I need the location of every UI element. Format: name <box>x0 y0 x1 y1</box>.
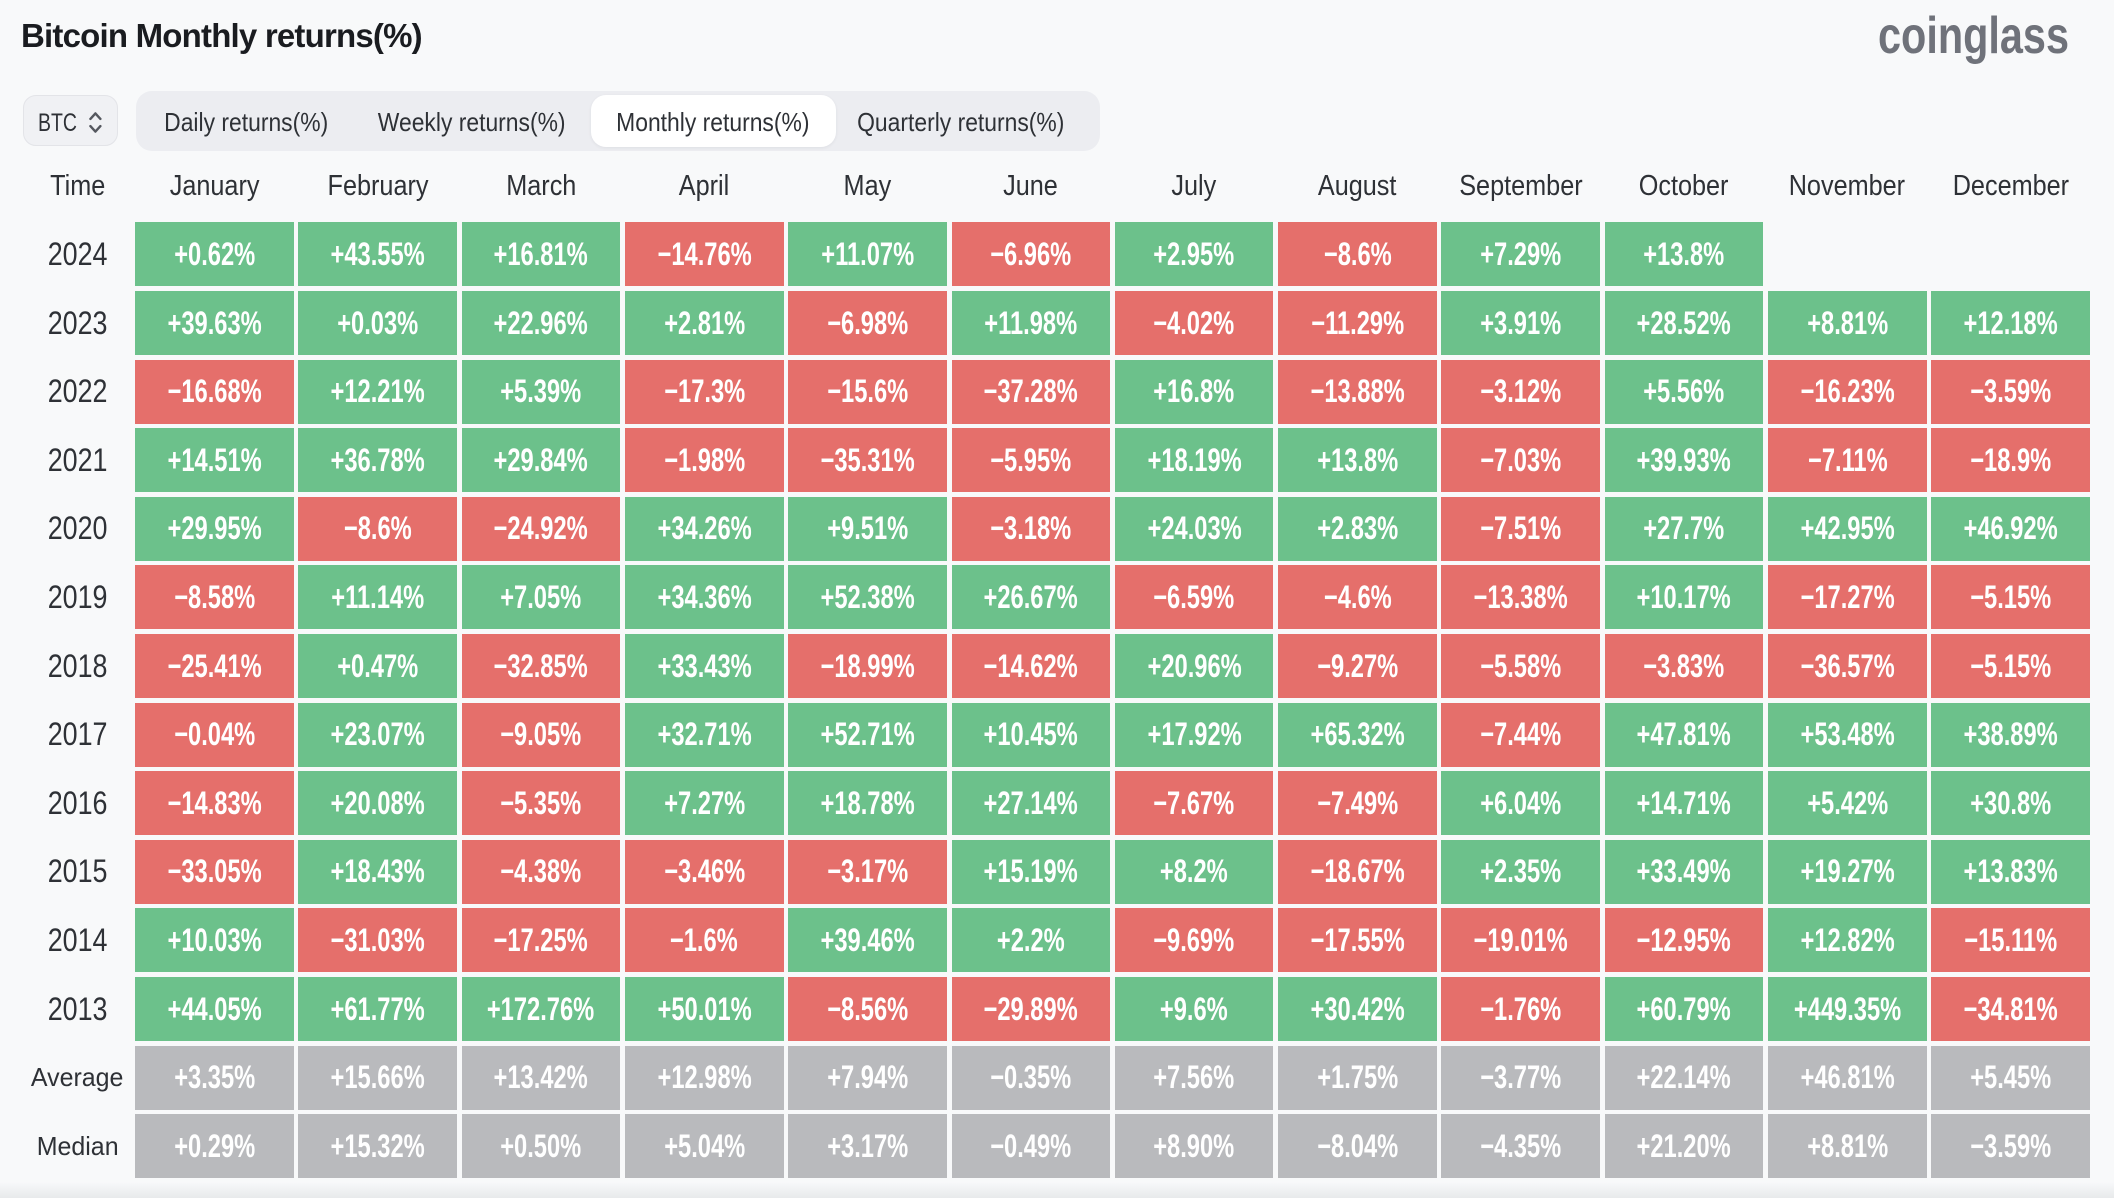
svg-text:coinglass: coinglass <box>1878 7 2069 65</box>
